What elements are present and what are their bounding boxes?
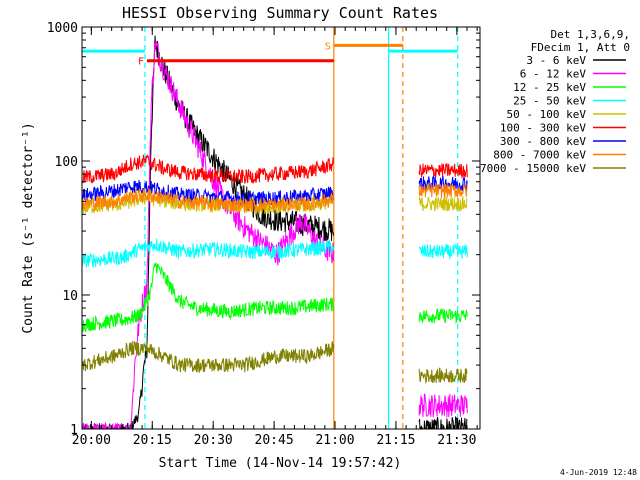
series-late-line-0	[418, 415, 468, 429]
y-tick-label-1: 10	[62, 289, 78, 304]
chart-title: HESSI Observing Summary Count Rates	[122, 4, 438, 22]
flag-label-1: S	[325, 41, 331, 52]
legend-header-1: FDecim 1, Att 0	[531, 41, 630, 54]
series-late-line-1	[418, 393, 468, 418]
x-tick-label-6: 21:30	[437, 433, 476, 448]
x-axis-label: Start Time (14-Nov-14 19:57:42)	[159, 456, 402, 471]
series-line-6	[82, 179, 334, 207]
legend-label-3: 25 - 50 keV	[513, 95, 586, 108]
x-tick-label-2: 20:30	[194, 433, 233, 448]
plot-frame	[81, 26, 481, 430]
flag-label-0: F	[138, 57, 144, 68]
y-tick-label-0: 1	[70, 423, 78, 438]
series-late-line-2	[418, 307, 468, 325]
x-tick-label-4: 21:00	[315, 433, 354, 448]
legend-label-8: 7000 - 15000 keV	[480, 162, 586, 175]
legend-label-7: 800 - 7000 keV	[493, 149, 586, 162]
x-tick-label-0: 20:00	[72, 433, 111, 448]
series-line-8	[82, 340, 334, 374]
series-late-line-8	[418, 367, 468, 385]
x-tick-label-1: 20:15	[133, 433, 172, 448]
y-tick-label-2: 100	[55, 155, 78, 170]
series-late-line-3	[418, 243, 468, 260]
legend-header-0: Det 1,3,6,9,	[551, 28, 630, 41]
legend-label-4: 50 - 100 keV	[507, 108, 587, 121]
series-line-3	[82, 238, 334, 268]
legend-label-5: 100 - 300 keV	[500, 122, 586, 135]
x-tick-label-3: 20:45	[255, 433, 294, 448]
y-tick-label-3: 1000	[47, 21, 78, 36]
series-late-line-5	[418, 163, 468, 179]
legend-label-2: 12 - 25 keV	[513, 81, 586, 94]
series-line-2	[82, 262, 334, 333]
legend-label-1: 6 - 12 keV	[520, 68, 587, 81]
series-late-line-4	[418, 196, 468, 213]
series-line-7	[82, 187, 334, 214]
series-line-5	[82, 153, 334, 184]
legend-label-6: 300 - 800 keV	[500, 135, 586, 148]
date-stamp: 4-Jun-2019 12:48	[560, 468, 637, 477]
y-axis-label: Count Rate (s⁻¹ detector⁻¹)	[21, 122, 36, 333]
x-tick-label-5: 21:15	[376, 433, 415, 448]
series-late-line-6	[418, 175, 468, 192]
series-late-line-7	[418, 182, 468, 199]
legend-label-0: 3 - 6 keV	[526, 54, 586, 67]
